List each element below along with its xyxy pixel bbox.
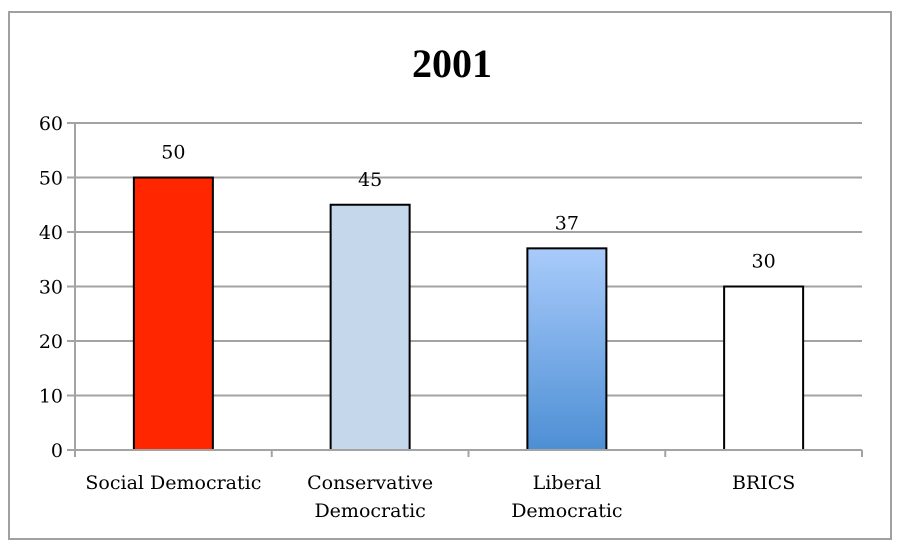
y-tick-label: 10 [39,386,63,408]
x-category-label: Conservative Democratic [307,472,434,522]
bar-conservative-democratic [329,203,411,451]
data-label: 45 [358,169,382,191]
bars: 50 45 37 30 [132,142,805,451]
data-label: 37 [555,212,579,234]
bar-brics [723,285,805,451]
x-category-label: BRICS [731,472,796,494]
y-tick-label: 40 [39,222,63,244]
y-axis: 0 10 20 30 40 50 60 [39,113,76,462]
y-tick-label: 0 [51,440,63,462]
bar-liberal-democratic [526,247,608,451]
x-category-label: Liberal Democratic [511,472,623,522]
data-label: 50 [161,142,185,164]
y-tick-label: 50 [39,168,63,190]
y-tick-label: 20 [39,331,63,353]
x-category-label: Social Democratic [85,472,262,494]
y-tick-label: 30 [39,277,63,299]
y-tick-label: 60 [39,113,63,135]
data-label: 30 [752,251,776,273]
chart-title: 2001 [412,41,492,86]
bar-social-democratic [132,176,214,451]
x-axis [67,449,863,457]
